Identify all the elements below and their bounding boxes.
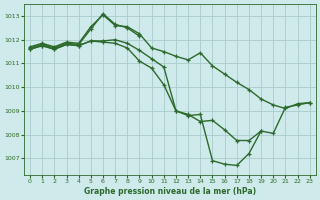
X-axis label: Graphe pression niveau de la mer (hPa): Graphe pression niveau de la mer (hPa): [84, 187, 256, 196]
